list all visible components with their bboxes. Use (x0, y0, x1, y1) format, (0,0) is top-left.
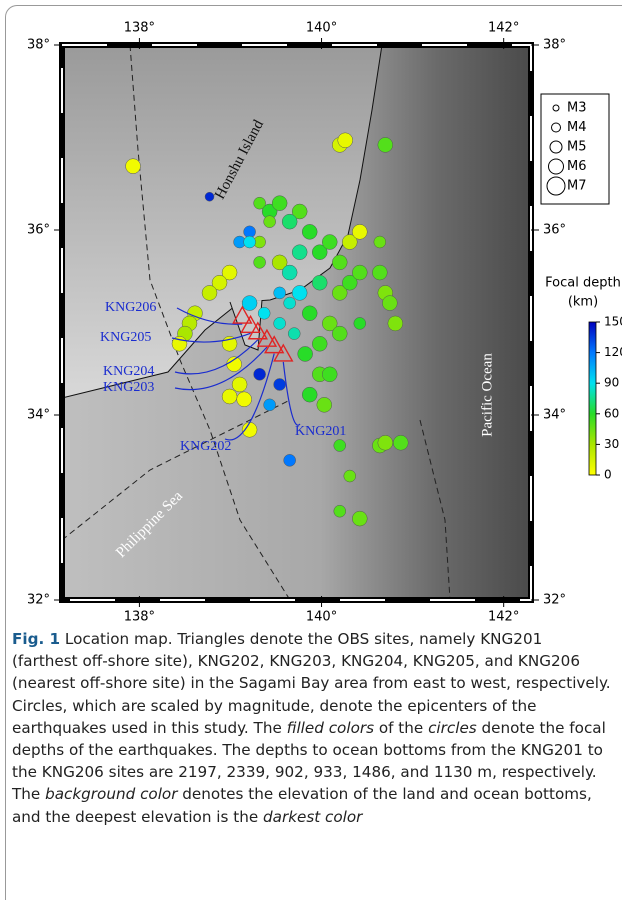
colorbar-tick-label: 60 (604, 406, 619, 420)
y-tick-label: 38° (543, 38, 566, 53)
legend-label: M3 (567, 101, 587, 116)
epicenter (344, 470, 356, 482)
x-tick-label: 138° (124, 21, 155, 36)
epicenter (282, 214, 297, 229)
caption-text: of the (374, 719, 428, 737)
epicenter (334, 440, 346, 452)
epicenter (382, 296, 397, 311)
epicenter (317, 397, 332, 412)
epicenter (393, 435, 408, 450)
epicenter (274, 378, 286, 390)
epicenter (227, 357, 242, 372)
legend-symbol (550, 141, 562, 153)
epicenter (334, 505, 346, 517)
map: Honshu Island Pacific Ocean Philippine S… (0, 0, 622, 628)
y-tick-label: 34° (27, 408, 50, 423)
epicenter (352, 265, 367, 280)
x-tick-label: 142° (488, 610, 519, 625)
epicenter (237, 392, 252, 407)
epicenter (282, 265, 297, 280)
y-tick-label: 34° (543, 408, 566, 423)
caption-emphasis: background color (45, 785, 177, 803)
epicenter (352, 224, 367, 239)
epicenter (244, 236, 256, 248)
legend-label: M7 (567, 179, 587, 194)
x-tick-label: 142° (488, 21, 519, 36)
y-tick-label: 36° (27, 223, 50, 238)
epicenter (292, 285, 307, 300)
epicenter (264, 216, 276, 228)
legend-label: M5 (567, 140, 587, 155)
x-tick-label: 140° (306, 21, 337, 36)
epicenter (388, 316, 403, 331)
colorbar-unit: (km) (568, 295, 598, 310)
epicenter (284, 454, 296, 466)
station-label: KNG204 (103, 364, 154, 379)
epicenter (332, 326, 347, 341)
y-tick-label: 36° (543, 223, 566, 238)
epicenter (274, 287, 286, 299)
epicenter (354, 317, 366, 329)
region-label: Pacific Ocean (479, 353, 495, 437)
legend-label: M6 (567, 159, 587, 174)
epicenter (202, 285, 217, 300)
epicenter (312, 336, 327, 351)
colorbar-tick-label: 120 (604, 345, 622, 359)
legend-symbol (552, 123, 561, 132)
epicenter (126, 159, 141, 174)
epicenter (372, 265, 387, 280)
station-label: KNG203 (103, 380, 154, 395)
caption-emphasis: circles (428, 719, 477, 737)
epicenter (378, 435, 393, 450)
colorbar-title: Focal depth (545, 276, 621, 291)
epicenter (322, 367, 337, 382)
caption-label: Fig. 1 (12, 630, 60, 648)
x-tick-label: 138° (124, 610, 155, 625)
station-label: KNG202 (180, 439, 231, 454)
epicenter (338, 133, 353, 148)
y-tick-label: 38° (27, 38, 50, 53)
station-label: KNG206 (105, 300, 156, 315)
legend-symbol (549, 159, 564, 174)
epicenter (374, 236, 386, 248)
y-tick-label: 32° (27, 593, 50, 608)
epicenter (288, 328, 300, 340)
colorbar-tick-label: 150 (604, 315, 622, 329)
epicenter (232, 377, 247, 392)
epicenter (272, 196, 287, 211)
legend-symbol (547, 177, 565, 195)
colorbar-tick-label: 0 (604, 468, 612, 482)
epicenter (302, 224, 317, 239)
epicenter (274, 317, 286, 329)
epicenter (242, 296, 257, 311)
epicenter (258, 307, 270, 319)
epicenter (352, 511, 367, 526)
epicenter (298, 346, 313, 361)
colorbar-tick-label: 30 (604, 437, 619, 451)
caption: Fig. 1 Location map. Triangles denote th… (12, 628, 612, 828)
epicenter (222, 389, 237, 404)
caption-emphasis: darkest color (263, 808, 362, 826)
legend-symbol (553, 105, 559, 111)
station-label: KNG205 (100, 330, 151, 345)
epicenter (332, 255, 347, 270)
station-label: KNG201 (295, 424, 346, 439)
legend-label: M4 (567, 120, 587, 135)
epicenter (254, 256, 266, 268)
epicenter (302, 306, 317, 321)
epicenter (302, 387, 317, 402)
colorbar (589, 322, 596, 475)
epicenter (322, 235, 337, 250)
epicenter (378, 137, 393, 152)
page: Honshu Island Pacific Ocean Philippine S… (0, 0, 622, 900)
epicenter (264, 399, 276, 411)
epicenter (284, 297, 296, 309)
epicenter (254, 368, 266, 380)
epicenter (312, 275, 327, 290)
epicenter (292, 245, 307, 260)
x-tick-label: 140° (306, 610, 337, 625)
colorbar-tick-label: 90 (604, 376, 619, 390)
y-tick-label: 32° (543, 593, 566, 608)
caption-emphasis: filled colors (287, 719, 374, 737)
